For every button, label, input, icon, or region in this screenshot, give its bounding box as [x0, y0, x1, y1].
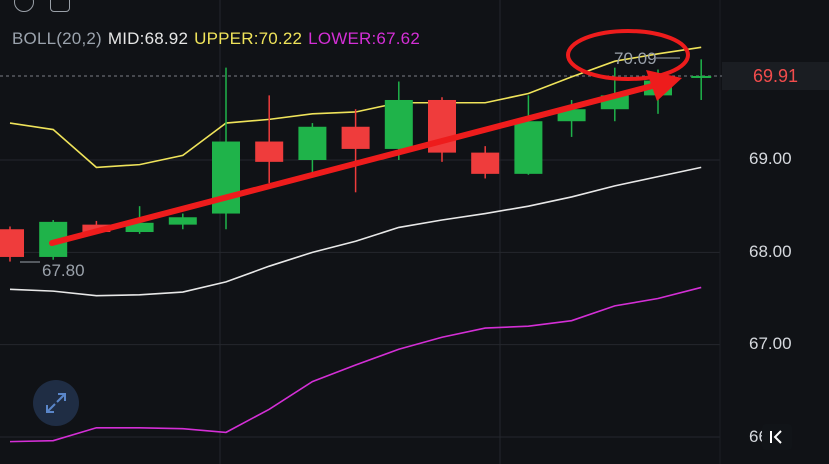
lower-value: LOWER:67.62: [308, 29, 420, 48]
collapse-left-icon: [770, 430, 782, 444]
band-line-lower: [9, 286, 702, 443]
expand-button[interactable]: [33, 380, 79, 426]
highlight-ellipse: [566, 29, 690, 81]
candle-body: [691, 75, 712, 78]
mid-value: MID:68.92: [107, 29, 189, 48]
candle-body: [384, 99, 413, 149]
band-line-mid: [9, 166, 702, 297]
boll-legend: BOLL(20,2) MID:68.92 UPPER:70.22 LOWER:67.6…: [12, 29, 426, 49]
last-price-tag: 69.91: [722, 62, 829, 90]
last-price-value: 69.91: [752, 65, 799, 86]
candle-body: [341, 126, 370, 149]
high-annotation-label: 70.09: [614, 49, 657, 68]
collapse-button[interactable]: [762, 424, 792, 450]
candle-body: [471, 152, 500, 174]
candle-body: [0, 229, 24, 257]
y-tick-label: 67.00: [749, 334, 792, 353]
candle-body: [298, 126, 327, 160]
candle-body: [514, 121, 543, 174]
candle-body: [557, 109, 586, 122]
low-annotation-label: 67.80: [42, 261, 85, 280]
candle-body: [125, 222, 154, 233]
indicator-name: BOLL(20,2): [12, 29, 102, 48]
y-tick-label: 68.00: [749, 242, 792, 261]
expand-arrows-icon: [46, 393, 66, 413]
candle-body: [255, 141, 284, 162]
y-tick-label: 69.00: [749, 149, 792, 168]
candle-body: [168, 217, 197, 225]
trend-arrow-shaft: [49, 81, 663, 246]
settings-icon[interactable]: [50, 0, 70, 12]
upper-value: UPPER:70.22: [194, 29, 303, 48]
